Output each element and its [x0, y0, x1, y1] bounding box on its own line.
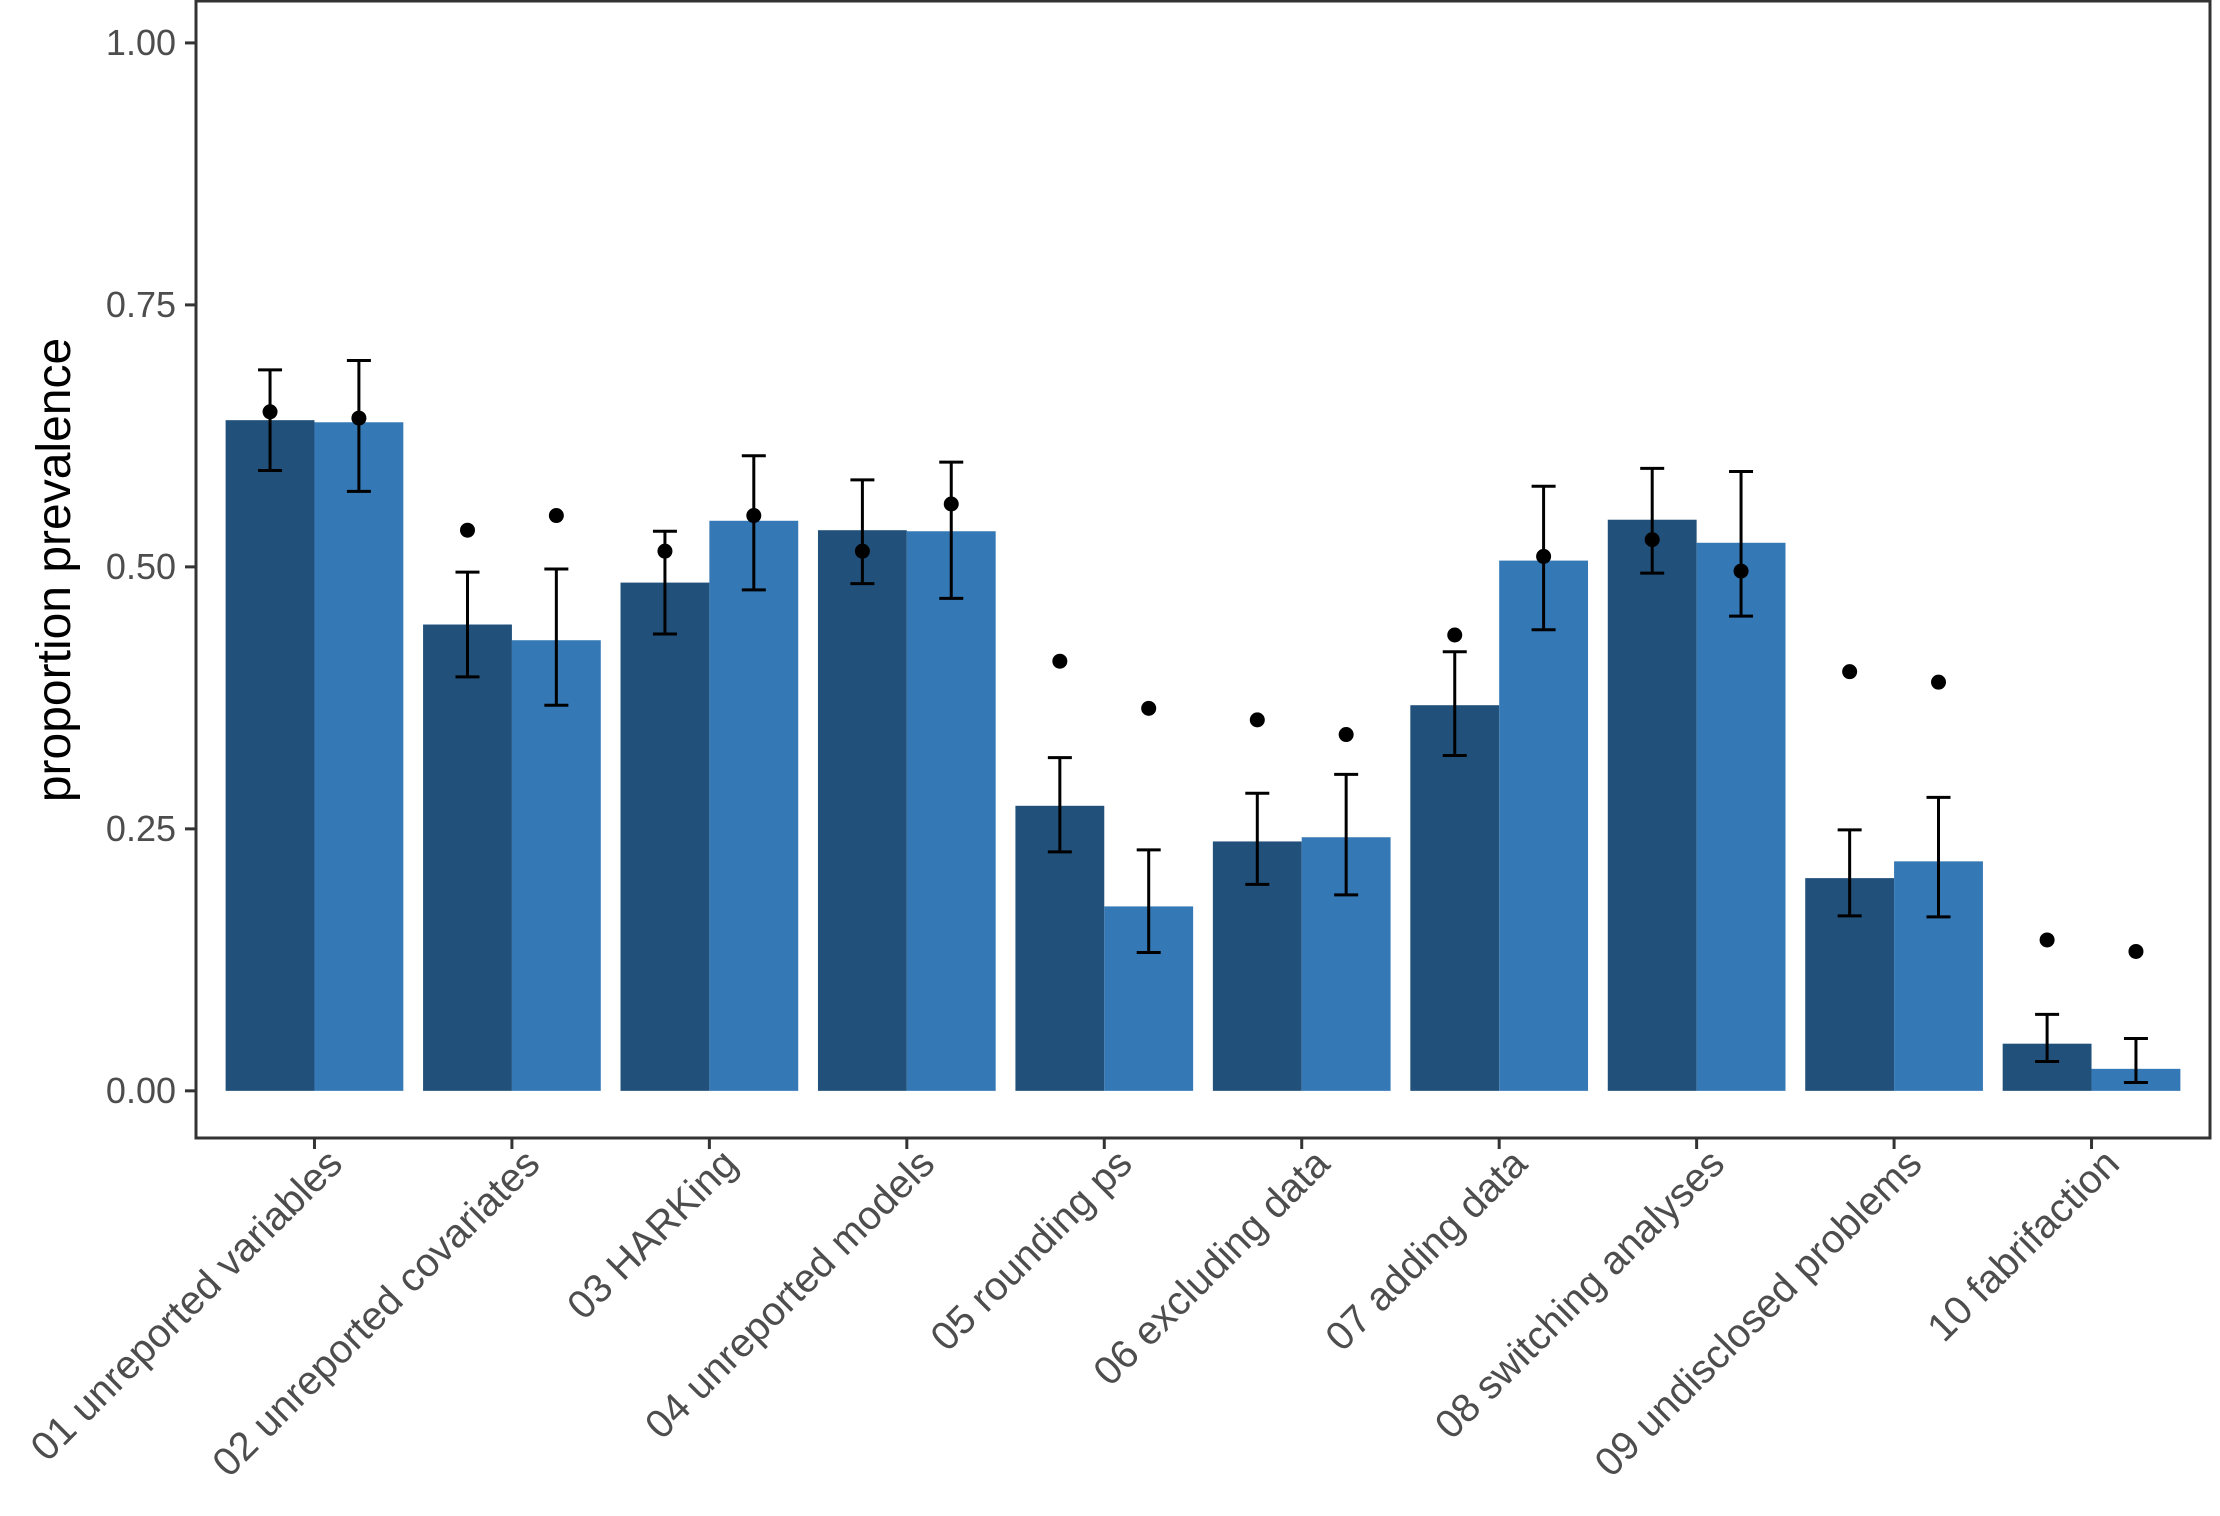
point — [1052, 653, 1068, 669]
error-bar — [850, 478, 875, 586]
y-axis: 0.00 0.25 0.50 0.75 1.00 — [106, 22, 196, 1111]
point — [1338, 727, 1354, 743]
bar — [1410, 705, 1500, 1091]
point — [1249, 712, 1265, 728]
error-bar — [1136, 848, 1161, 955]
bar — [709, 520, 799, 1091]
error-bar — [2035, 1012, 2060, 1064]
x-tick-label: 03 HARKing — [559, 1141, 746, 1328]
bar — [620, 582, 710, 1091]
y-tick-label: 0.75 — [106, 284, 176, 325]
error-bar — [258, 368, 283, 472]
error-bar — [1047, 756, 1072, 854]
error-bar — [1334, 772, 1359, 897]
point — [351, 410, 367, 426]
bar — [1607, 519, 1697, 1091]
x-tick-label: 10 fabrifaction — [1919, 1141, 2128, 1350]
point — [1536, 548, 1552, 564]
point — [262, 404, 278, 420]
bar — [1499, 560, 1589, 1091]
error-bar — [939, 460, 964, 600]
y-tick-label: 0.50 — [106, 546, 176, 587]
error-bar — [1442, 650, 1467, 758]
error-bar — [1245, 791, 1270, 886]
error-bar — [2123, 1036, 2148, 1084]
x-tick-label: 07 adding data — [1317, 1141, 1536, 1360]
y-tick-label: 0.00 — [106, 1070, 176, 1111]
x-tick-label: 05 rounding ps — [922, 1141, 1140, 1359]
point — [1644, 532, 1660, 548]
bar — [314, 422, 404, 1091]
x-tick-label: 09 undisclosed problems — [1586, 1141, 1930, 1485]
point — [854, 543, 870, 559]
error-bar — [544, 567, 569, 707]
y-axis-title: proportion prevalence — [28, 338, 81, 802]
bar — [423, 624, 512, 1091]
error-bar — [1837, 828, 1862, 918]
y-tick-label: 0.25 — [106, 808, 176, 849]
point — [1931, 674, 1947, 690]
point — [2039, 932, 2055, 948]
points — [262, 404, 2144, 959]
error-bar — [1926, 795, 1951, 919]
point — [459, 522, 475, 538]
point — [2128, 943, 2144, 959]
error-bar — [1729, 470, 1754, 618]
error-bar — [1640, 466, 1665, 575]
point — [657, 543, 673, 559]
bar — [817, 530, 907, 1091]
bar — [906, 531, 996, 1091]
point — [1733, 563, 1749, 579]
x-tick-label: 01 unreported variables — [23, 1141, 351, 1469]
bar — [225, 420, 315, 1091]
bar — [1696, 542, 1786, 1091]
point — [746, 508, 762, 524]
point — [943, 496, 959, 512]
x-tick-label: 02 unreported covariates — [204, 1141, 548, 1485]
error-bar — [346, 358, 371, 493]
point — [1842, 664, 1858, 680]
point — [1447, 627, 1463, 643]
error-bar — [455, 570, 480, 679]
point — [1141, 700, 1157, 716]
y-tick-label: 1.00 — [106, 22, 176, 63]
bar — [511, 640, 601, 1091]
point — [548, 508, 564, 524]
